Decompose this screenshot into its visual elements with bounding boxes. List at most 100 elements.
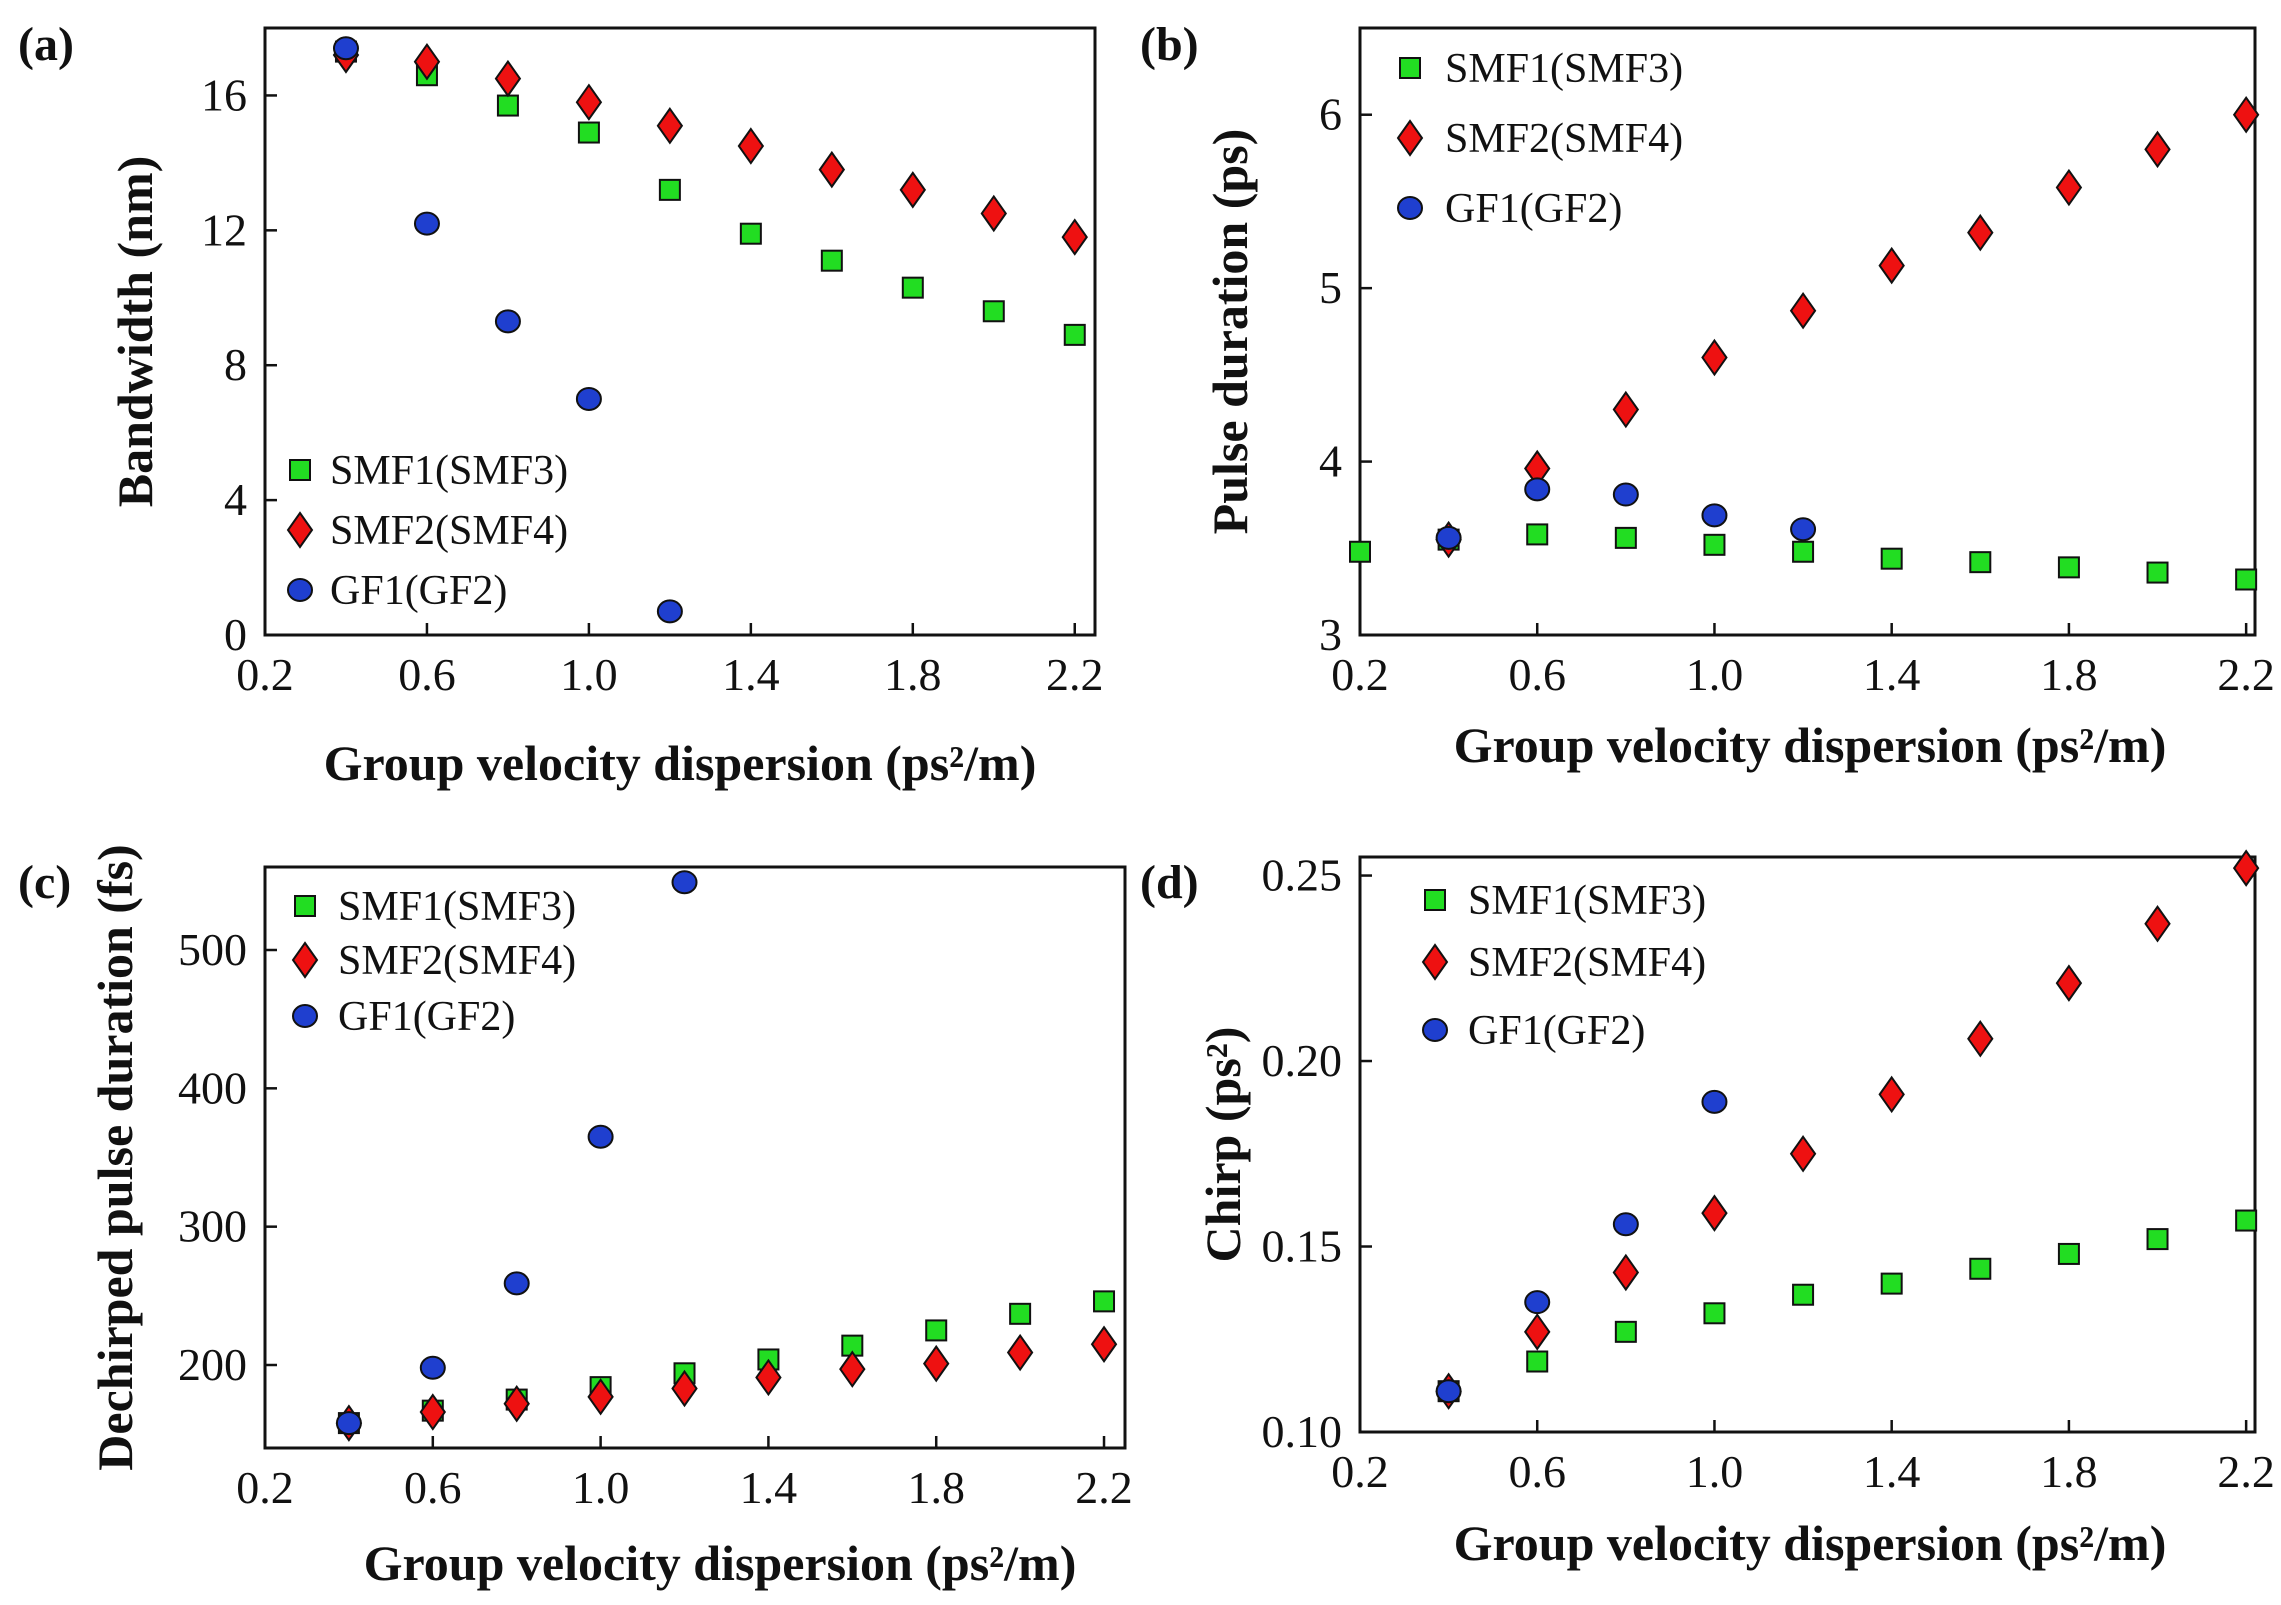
y-tick-label: 0.10 [1262, 1406, 1343, 1457]
data-point-diamond [656, 107, 684, 145]
legend-label: GF1(GF2) [1445, 186, 1622, 232]
y-tick-label: 12 [201, 204, 247, 255]
legend-marker-circle [287, 578, 313, 602]
data-point-square [2057, 1242, 2080, 1265]
data-point-square [1703, 1302, 1726, 1325]
data-point-square [1614, 526, 1637, 549]
legend-label: GF1(GF2) [1468, 1008, 1645, 1054]
legend-label: GF1(GF2) [338, 994, 515, 1040]
data-point-circle [671, 870, 698, 895]
legend-marker-diamond [291, 941, 319, 979]
x-tick-label: 0.2 [236, 649, 294, 700]
series-circle [1435, 477, 1817, 550]
legend-label: SMF1(SMF3) [338, 884, 576, 930]
legend-label: SMF2(SMF4) [1445, 116, 1683, 162]
y-tick-label: 300 [178, 1201, 247, 1252]
y-tick-label: 5 [1319, 262, 1342, 313]
data-point-circle [1524, 477, 1551, 502]
data-point-square [901, 276, 924, 299]
data-point-diamond [1878, 246, 1905, 285]
y-axis-label: Pulse duration (ps) [1202, 129, 1258, 535]
data-point-circle [332, 36, 359, 61]
x-tick-label: 1.8 [2040, 1446, 2098, 1497]
plot-frame [263, 26, 1097, 637]
plot-frame [1358, 855, 2257, 1434]
data-point-circle [413, 211, 440, 236]
data-point-circle [1701, 503, 1728, 528]
chart-panel-d: 0.2 0.6 1.0 1.4 1.8 2.2 0.10 0.15 0.20 0.25 Group … [1140, 849, 2275, 1571]
y-axis-label: Bandwidth (nm) [107, 156, 163, 508]
data-point-diamond [503, 1384, 530, 1423]
data-point-circle [1435, 1379, 1462, 1404]
data-point-diamond [587, 1378, 614, 1416]
x-tick-label: 1.8 [884, 649, 942, 700]
y-axis-label: Chirp (ps²) [1195, 1027, 1251, 1263]
data-point-square [2146, 561, 2169, 584]
data-point-diamond [1701, 338, 1728, 377]
data-point-diamond [1789, 1135, 1817, 1173]
data-point-diamond [1701, 1194, 1728, 1232]
data-point-diamond [1612, 1253, 1640, 1292]
x-tick-label: 1.0 [560, 649, 618, 700]
legend-marker-square [294, 895, 316, 917]
y-tick-label: 0.25 [1262, 850, 1343, 901]
series-diamond [332, 36, 1088, 256]
y-tick-label: 16 [201, 69, 247, 120]
data-point-diamond [2144, 905, 2171, 943]
y-tick-label: 4 [224, 474, 247, 525]
x-tick-label: 1.8 [2040, 649, 2098, 700]
x-axis-label: Group velocity dispersion (ps²/m) [1454, 1515, 2167, 1571]
panel-label: (b) [1140, 18, 1199, 71]
data-point-diamond [1061, 218, 1088, 256]
data-point-square [2235, 568, 2258, 591]
legend-label: SMF1(SMF3) [330, 448, 568, 494]
series-diamond [1435, 849, 2260, 1410]
data-point-square [1703, 533, 1726, 556]
data-point-square [1792, 1283, 1815, 1306]
data-point-square [1349, 540, 1371, 563]
legend-marker-square [289, 459, 311, 481]
chart-panel-c: 0.2 0.6 1.0 1.4 1.8 2.2 200 300 400 500 Group velo… [18, 844, 1133, 1591]
legend-label: SMF1(SMF3) [1468, 878, 1706, 924]
data-point-circle [656, 599, 683, 624]
chart-panel-b: 0.2 0.6 1.0 1.4 1.8 2.2 3 4 5 6 Group velocity dis… [1140, 18, 2275, 773]
x-tick-label: 1.4 [1863, 649, 1921, 700]
panel-label: (a) [18, 18, 74, 71]
x-tick-label: 1.0 [572, 1462, 630, 1513]
data-point-diamond [419, 1393, 447, 1431]
y-tick-label: 4 [1319, 436, 1342, 487]
x-tick-label: 1.4 [722, 649, 780, 700]
x-tick-label: 0.6 [1508, 649, 1566, 700]
chart-panel-a: 0.2 0.6 1.0 1.4 1.8 2.2 0 4 8 12 16 Group velocity … [18, 18, 1104, 791]
x-tick-label: 1.0 [1686, 649, 1744, 700]
data-point-square [1526, 523, 1549, 546]
series-diamond [335, 1325, 1118, 1442]
legend-marker-circle [1422, 1018, 1448, 1042]
x-tick-label: 2.2 [2217, 649, 2275, 700]
x-tick-label: 1.4 [1863, 1446, 1921, 1497]
data-point-diamond [1612, 390, 1640, 429]
data-point-diamond [2232, 95, 2260, 134]
legend-label: SMF2(SMF4) [330, 508, 568, 554]
series-square [334, 40, 1086, 346]
data-point-diamond [2144, 130, 2171, 169]
data-point-square [1792, 540, 1815, 563]
data-point-square [982, 300, 1005, 323]
data-point-circle [1524, 1290, 1551, 1315]
series-square [337, 1290, 1116, 1435]
data-point-square [1880, 547, 1903, 570]
y-tick-label: 3 [1319, 609, 1342, 660]
legend-label: SMF2(SMF4) [1468, 940, 1706, 986]
data-point-square [1614, 1320, 1637, 1343]
data-point-diamond [1878, 1075, 1905, 1114]
data-point-diamond [575, 83, 603, 121]
data-point-square [925, 1319, 948, 1342]
x-tick-label: 0.6 [1508, 1446, 1566, 1497]
data-point-circle [503, 1271, 530, 1296]
data-point-diamond [1789, 291, 1817, 330]
data-point-square [739, 222, 762, 245]
legend-marker-diamond [1396, 119, 1424, 157]
data-point-circle [587, 1124, 614, 1149]
series-circle [1435, 1089, 1728, 1404]
